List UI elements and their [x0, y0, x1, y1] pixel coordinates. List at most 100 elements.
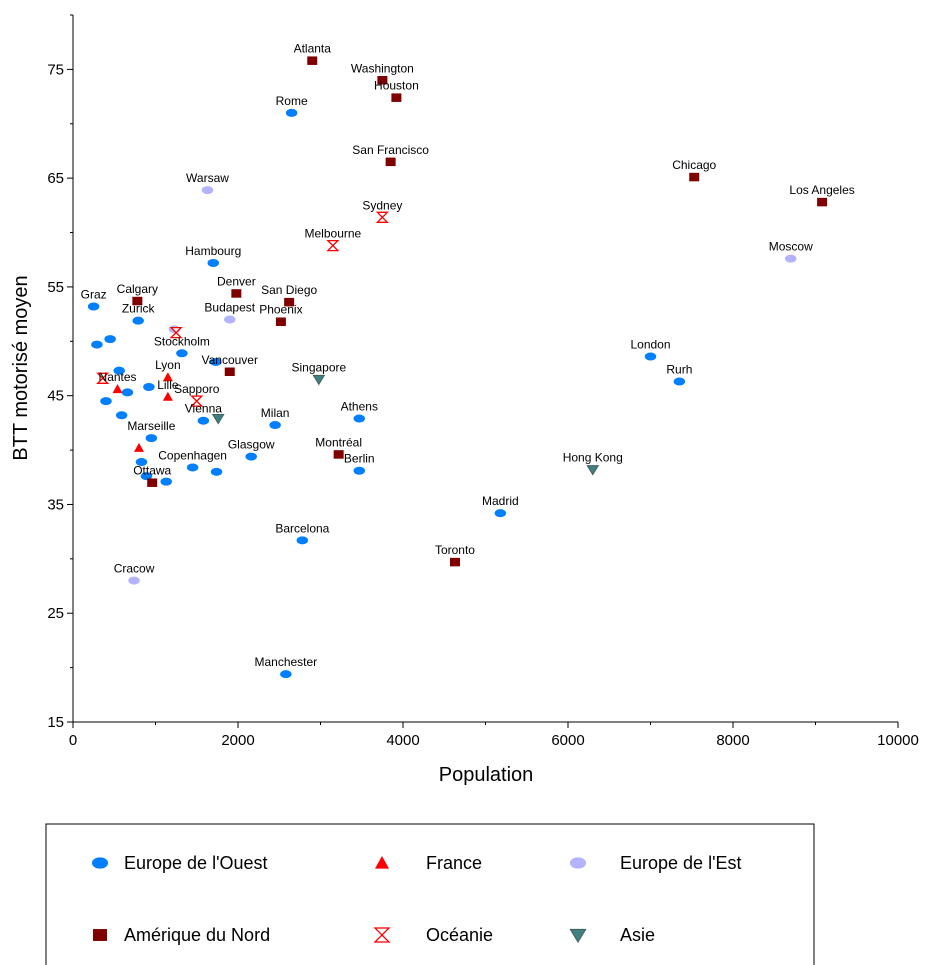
data-point [817, 197, 828, 207]
point-label: Moscow [769, 240, 813, 254]
data-point [132, 316, 144, 325]
point-label: Denver [217, 274, 256, 288]
point-label: Toronto [435, 543, 475, 557]
point-label: Sapporo [174, 382, 220, 396]
data-point [132, 296, 143, 306]
point-label: Glasgow [228, 438, 275, 452]
legend-marker [569, 928, 587, 943]
point-label: Vancouver [202, 353, 258, 367]
legend-label: Europe de l'Est [620, 853, 742, 873]
data-point [326, 239, 340, 252]
point-label: Hambourg [185, 244, 241, 258]
data-point [197, 416, 210, 425]
legend-marker [93, 929, 107, 941]
data-point [644, 352, 657, 361]
x-tick-label: 4000 [386, 732, 419, 749]
y-tick-label: 65 [47, 170, 64, 187]
data-point [296, 536, 309, 545]
data-point [162, 391, 173, 401]
data-point [91, 340, 103, 349]
data-point [209, 357, 222, 366]
data-point [135, 458, 148, 467]
data-point [162, 372, 173, 382]
legend-label: Europe de l'Ouest [124, 853, 268, 873]
point-label: Athens [341, 400, 378, 414]
x-tick-label: 2000 [221, 732, 254, 749]
data-point [104, 335, 116, 344]
point-labels: Rome Hambourg Graz Zurick Stockholm London Rur… [81, 42, 855, 669]
point-label: Cracow [114, 562, 155, 576]
data-point [143, 382, 155, 391]
data-point [147, 478, 158, 487]
data-point [245, 452, 257, 461]
point-label: San Diego [261, 283, 317, 297]
data-point [586, 465, 600, 476]
point-label: Marseille [127, 419, 175, 433]
data-point [160, 477, 172, 486]
data-point [375, 211, 389, 223]
data-point [494, 509, 507, 518]
data-point [280, 670, 292, 679]
x-tick-label: 6000 [551, 732, 584, 749]
point-label: Milan [261, 406, 290, 420]
point-label: Warsaw [186, 171, 229, 185]
data-point [190, 395, 204, 407]
point-label: Graz [81, 288, 107, 302]
data-point [269, 421, 281, 430]
point-label: Lyon [155, 358, 181, 372]
point-label: Singapore [291, 360, 346, 374]
y-tick-label: 25 [47, 605, 64, 622]
point-label: Manchester [254, 655, 317, 669]
point-label: Lille [157, 378, 179, 392]
point-label: Copenhagen [158, 448, 227, 462]
legend-label: France [426, 853, 482, 873]
y-tick-label: 45 [47, 388, 64, 405]
data-point [689, 172, 700, 182]
data-point [284, 297, 295, 307]
data-point [224, 315, 236, 324]
data-point [96, 372, 110, 384]
point-label: Ottawa [133, 464, 171, 478]
data-point [391, 93, 402, 102]
legend-marker [375, 856, 389, 869]
point-label: Zurick [122, 302, 156, 316]
point-label: Madrid [482, 494, 519, 508]
data-point [169, 326, 183, 339]
point-label: London [630, 338, 670, 352]
legend-label: Amérique du Nord [124, 925, 270, 945]
point-label: Chicago [672, 158, 716, 172]
data-point [231, 289, 242, 298]
data-point [207, 258, 219, 267]
data-point [87, 302, 100, 311]
point-label: Houston [374, 79, 419, 93]
data-point [275, 317, 286, 326]
legend: Europe de l'Ouest France Europe de l'Est Am… [45, 823, 815, 965]
data-point [333, 450, 344, 459]
data-point [210, 467, 223, 476]
data-point [201, 186, 214, 195]
data-point [112, 384, 123, 394]
data-point [100, 397, 112, 406]
data-point [312, 374, 326, 386]
legend-marker [373, 927, 391, 943]
point-label: Berlin [344, 452, 375, 466]
point-label: Rurh [666, 363, 692, 377]
x-tick-label: 10000 [877, 732, 919, 749]
data-point [385, 157, 396, 167]
point-label: Budapest [204, 301, 255, 315]
point-label: Montréal [315, 435, 362, 449]
data-point [115, 411, 128, 420]
point-label: Vienna [185, 402, 222, 416]
data-point [353, 466, 366, 475]
point-label: San Francisco [352, 143, 429, 157]
point-label: Atlanta [294, 42, 332, 56]
point-label: Washington [351, 61, 414, 75]
point-label: Calgary [117, 282, 158, 296]
y-axis-title: BTT motorisé moyen [10, 275, 32, 460]
point-label: Nantes [99, 370, 137, 384]
y-tick-label: 55 [47, 279, 64, 296]
x-tick-label: 0 [69, 732, 77, 749]
data-point [140, 472, 153, 481]
